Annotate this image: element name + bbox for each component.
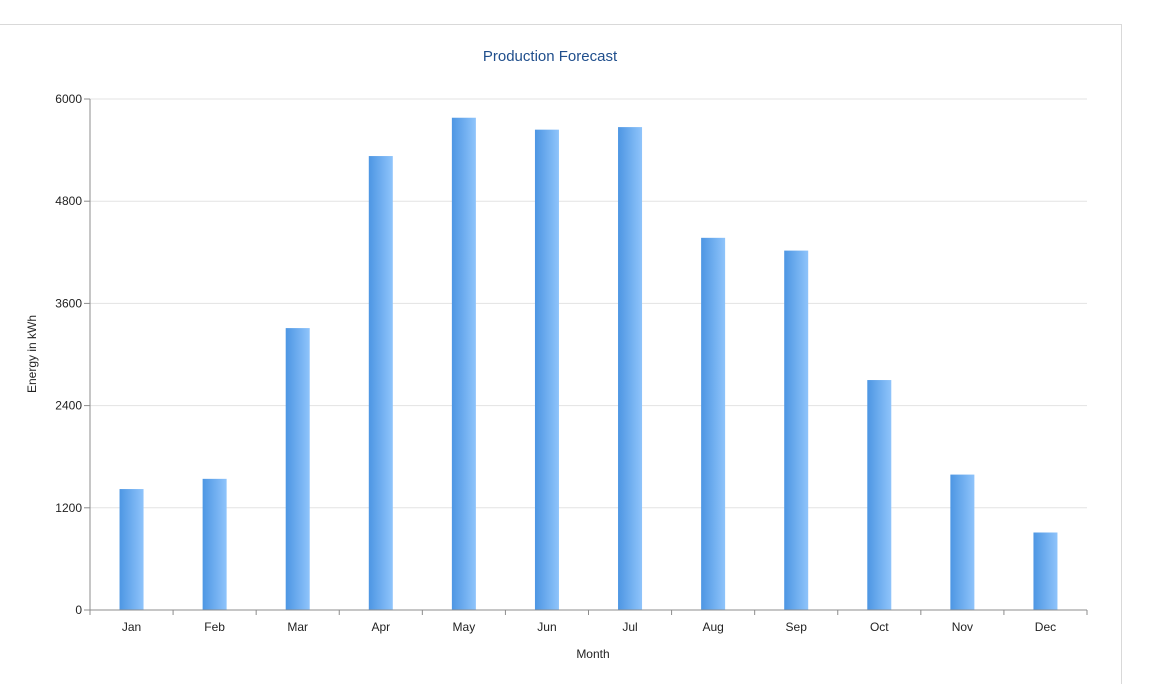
bar-oct — [867, 380, 892, 610]
y-tick-label: 1200 — [55, 501, 82, 515]
x-tick-label-feb: Feb — [204, 620, 225, 634]
x-axis-label: Month — [576, 647, 609, 660]
bar-may — [451, 117, 476, 610]
bar-aug — [701, 237, 726, 611]
x-tick-label-jul: Jul — [622, 620, 637, 634]
x-tick-label-dec: Dec — [1035, 620, 1056, 634]
bar-feb — [202, 478, 227, 610]
y-tick-label: 4800 — [55, 194, 82, 208]
y-axis-label: Energy in kWh — [25, 315, 39, 393]
y-tick-label: 2400 — [55, 399, 82, 413]
y-tick-label: 3600 — [55, 296, 82, 310]
bar-dec — [1033, 532, 1058, 610]
bar-jun — [534, 129, 559, 610]
bar-sep — [784, 250, 809, 610]
x-tick-label-oct: Oct — [870, 620, 889, 634]
label-layer: 0 1200 2400 3600 4800 6000 Jan Feb Mar Apr May Jun J… — [55, 92, 1056, 634]
y-tick-label: 6000 — [55, 92, 82, 106]
x-tick-label-jan: Jan — [122, 620, 141, 634]
bar-jul — [618, 127, 643, 610]
x-tick-label-aug: Aug — [702, 620, 723, 634]
grid-layer — [90, 98, 1087, 509]
x-tick-label-may: May — [453, 620, 476, 634]
x-tick-label-sep: Sep — [786, 620, 808, 634]
x-tick-label-mar: Mar — [287, 620, 308, 634]
bar-apr — [368, 156, 393, 611]
bar-nov — [950, 474, 975, 610]
bar-layer — [119, 117, 1058, 611]
x-tick-label-nov: Nov — [952, 620, 973, 634]
x-tick-label-jun: Jun — [537, 620, 556, 634]
x-tick-label-apr: Apr — [371, 620, 390, 634]
axis-layer — [84, 98, 1088, 615]
production-forecast-chart: Production Forecast 0 1200 2400 3600 4800 600… — [25, 48, 1088, 660]
chart-panel — [0, 24, 1122, 684]
chart-title: Production Forecast — [483, 48, 618, 65]
bar-mar — [285, 328, 310, 610]
bar-jan — [119, 489, 144, 610]
y-tick-label: 0 — [75, 603, 82, 617]
